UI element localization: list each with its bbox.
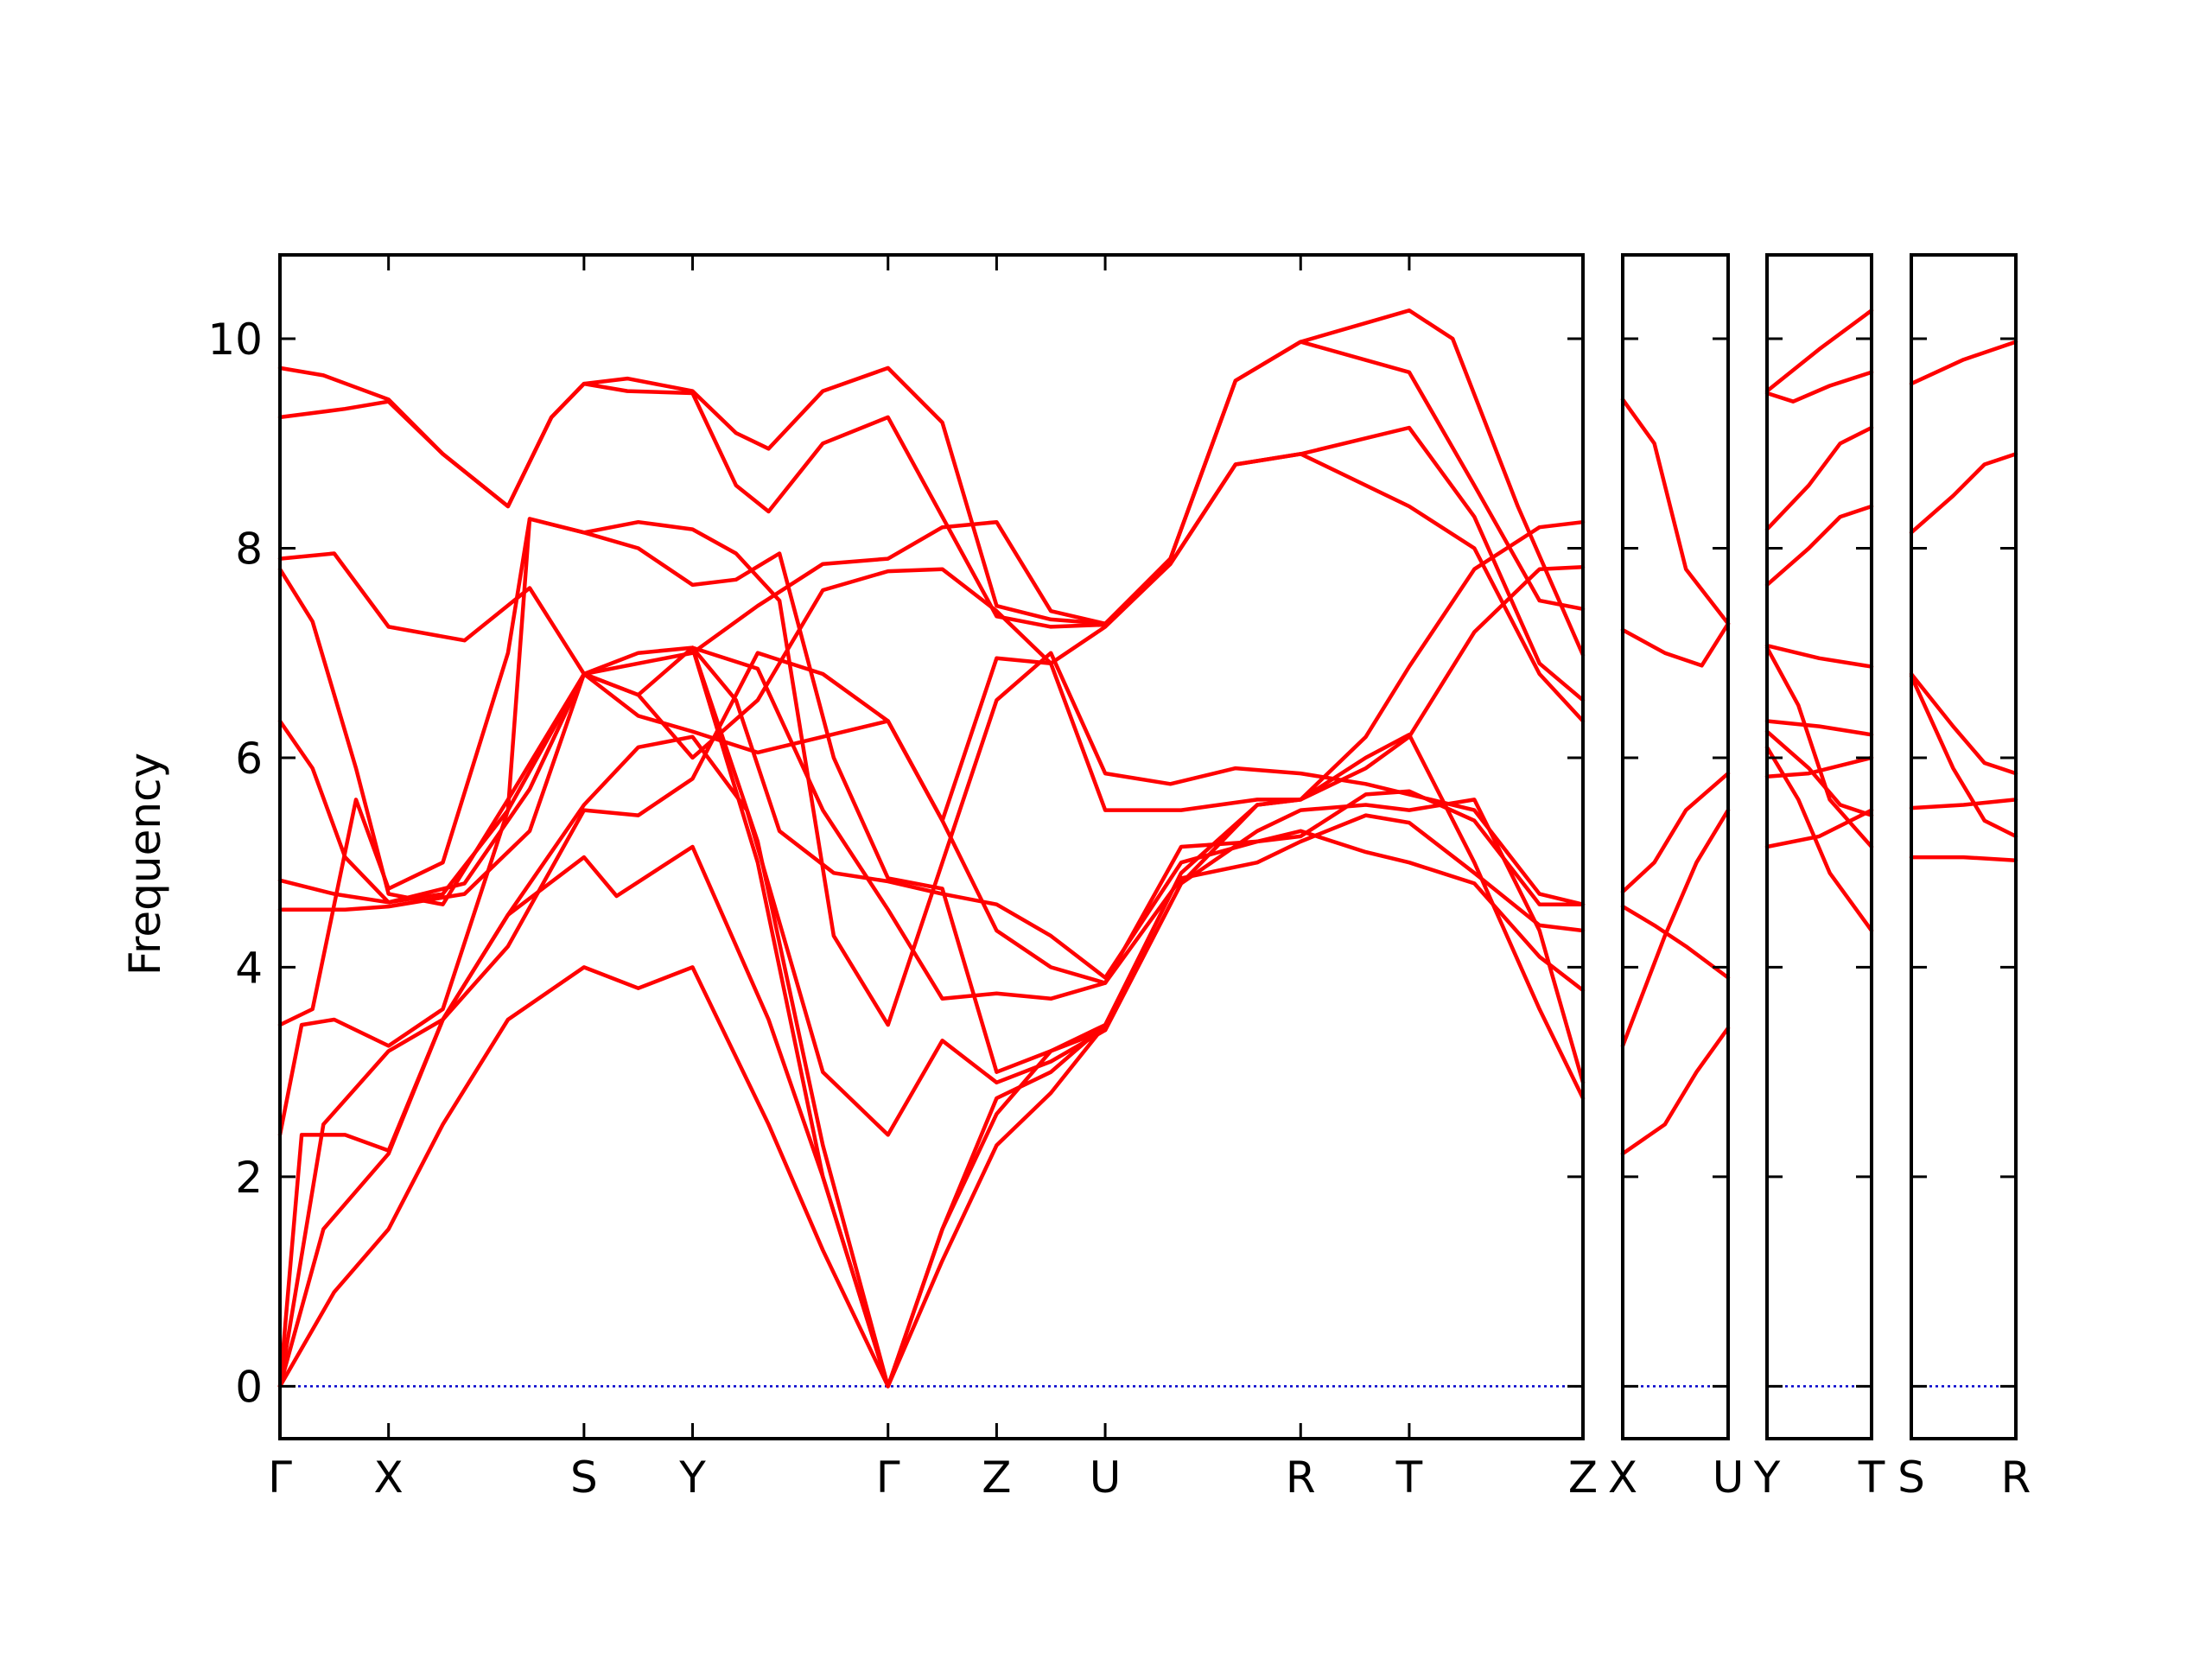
phonon-band-line: [277, 567, 1586, 980]
phonon-band-line: [1620, 397, 1731, 626]
phonon-band-line: [277, 308, 1586, 658]
x-tick-label: T: [1858, 1452, 1885, 1503]
phonon-band-line: [690, 645, 1108, 1389]
phonon-band-line: [1764, 504, 1874, 588]
phonon-band-line: [1764, 643, 1874, 669]
x-tick-label: S: [570, 1452, 598, 1503]
phonon-band-line: [1620, 621, 1731, 668]
x-tick-label: Γ: [268, 1452, 292, 1503]
phonon-band-line: [1764, 645, 1874, 849]
phonon-band-line: [277, 965, 890, 1389]
y-axis-title: Frequency: [120, 753, 170, 976]
x-tick-label: Γ: [876, 1452, 900, 1503]
x-tick-label: R: [1286, 1452, 1316, 1503]
phonon-band-line: [1764, 719, 1874, 737]
phonon-band-line: [1764, 308, 1874, 393]
x-tick-label: Z: [1568, 1452, 1598, 1503]
plot-frame: [1765, 253, 1873, 1440]
phonon-band-line: [690, 645, 1108, 1389]
plot-frame: [1910, 253, 2018, 1440]
phonon-band-line: [1764, 370, 1874, 404]
x-tick-label: R: [2001, 1452, 2031, 1503]
phonon-band-line: [1620, 1026, 1731, 1156]
y-tick-label: 2: [235, 1153, 263, 1203]
phonon-band-line: [1764, 729, 1874, 817]
phonon-band-line: [1620, 808, 1731, 1048]
phonon-band-line: [1909, 798, 2018, 810]
y-tick-label: 4: [235, 943, 263, 993]
phonon-band-line: [277, 517, 1586, 1027]
phonon-band-line: [1909, 340, 2018, 386]
plot-frame: [1621, 253, 1730, 1440]
x-tick-label: Y: [678, 1452, 706, 1503]
x-tick-label: U: [1090, 1452, 1122, 1503]
y-tick-label: 10: [207, 315, 263, 365]
phonon-band-line: [1764, 755, 1874, 779]
x-tick-label: X: [374, 1452, 404, 1503]
y-tick-label: 6: [235, 734, 263, 784]
y-tick-label: 8: [235, 524, 263, 574]
phonon-band-line: [1909, 671, 2018, 776]
phonon-band-line: [1909, 855, 2018, 863]
phonon-band-line: [277, 517, 1586, 1137]
x-tick-label: S: [1897, 1452, 1925, 1503]
y-tick-label: 0: [235, 1362, 263, 1412]
phonon-band-line: [1764, 808, 1874, 849]
phonon-band-line: [1909, 452, 2018, 535]
phonon-band-line: [1620, 771, 1731, 894]
plot-frame: [278, 253, 1585, 1440]
phonon-band-line: [1620, 904, 1731, 980]
phonon-band-line: [1764, 425, 1874, 531]
phonon-band-line: [1909, 674, 2018, 839]
phonon-band-line: [277, 452, 1586, 905]
x-tick-label: X: [1608, 1452, 1637, 1503]
x-tick-label: Z: [982, 1452, 1011, 1503]
phonon-band-line: [277, 551, 1586, 985]
phonon-band-line: [277, 425, 1586, 912]
x-tick-label: Y: [1753, 1452, 1781, 1503]
phonon-band-line: [277, 645, 1586, 1001]
x-tick-label: U: [1713, 1452, 1745, 1503]
x-tick-label: T: [1395, 1452, 1423, 1503]
phonon-band-line: [277, 340, 1586, 626]
